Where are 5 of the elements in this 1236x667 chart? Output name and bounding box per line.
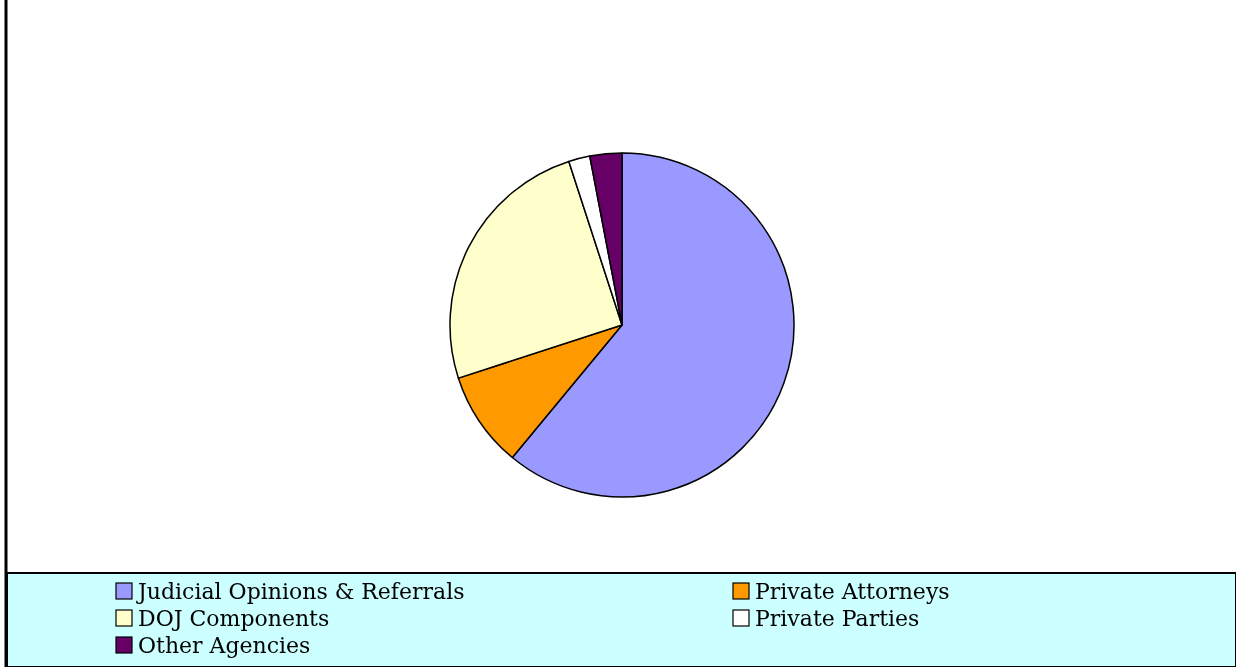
- legend-label: Private Attorneys: [755, 578, 950, 604]
- legend-label: Private Parties: [755, 605, 920, 631]
- legend-label: Other Agencies: [138, 632, 311, 658]
- legend-label: Judicial Opinions & Referrals: [136, 578, 465, 604]
- legend-label: DOJ Components: [138, 605, 330, 631]
